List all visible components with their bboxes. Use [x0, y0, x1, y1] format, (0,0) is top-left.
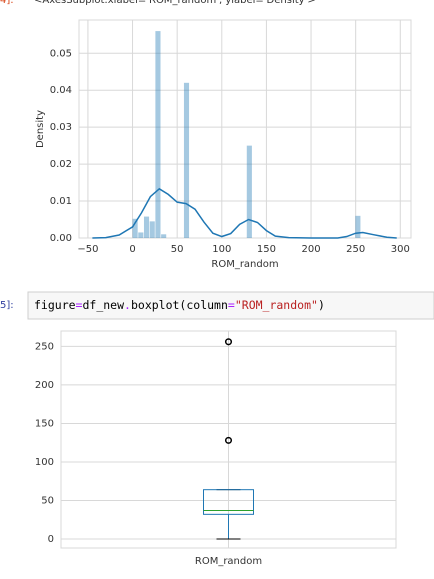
code-token: ) — [318, 298, 325, 312]
bar — [138, 232, 144, 238]
code-token: "ROM_random" — [235, 298, 318, 312]
y-tick-label: 0.03 — [50, 122, 72, 133]
output-text: <AxesSubplot:xlabel='ROM_random', ylabel… — [34, 0, 316, 6]
code-token: . — [124, 298, 131, 312]
y-tick-label: 200 — [35, 380, 54, 391]
code-token: = — [228, 298, 235, 312]
y-tick-label: 50 — [41, 495, 54, 506]
code-token: df_new — [82, 298, 124, 312]
x-tick-label: 150 — [257, 244, 276, 255]
x-axis-label: ROM_random — [211, 259, 278, 270]
bar — [161, 234, 167, 238]
bar — [149, 221, 155, 238]
y-tick-label: 0 — [48, 534, 54, 545]
y-tick-label: 0.05 — [50, 48, 72, 59]
bar — [355, 215, 361, 238]
x-tick-label: 250 — [346, 244, 365, 255]
bar — [132, 218, 138, 238]
y-tick-label: 0.04 — [50, 85, 72, 96]
bar — [183, 82, 190, 238]
code-token: boxplot(column — [131, 298, 228, 312]
y-tick-label: 150 — [35, 418, 54, 429]
code-prompt: 5]: — [0, 300, 14, 311]
bar — [155, 31, 161, 238]
code-cell[interactable] — [27, 291, 434, 320]
code: figure=df_new.boxplot(column="ROM_random… — [34, 298, 325, 312]
kde-line — [92, 187, 397, 239]
flier — [224, 436, 233, 444]
flier — [224, 338, 233, 346]
plot-area — [79, 20, 411, 238]
code-token: = — [76, 298, 83, 312]
output-prompt: 4]: — [0, 0, 14, 6]
y-axis-label: Density — [35, 110, 46, 148]
x-tick-label: −50 — [77, 244, 98, 255]
y-tick-label: 0.02 — [50, 159, 72, 170]
x-tick-label: 100 — [212, 244, 231, 255]
x-tick-label: 200 — [301, 244, 320, 255]
plot-frame — [60, 330, 397, 549]
y-tick-label: 0.01 — [50, 196, 72, 207]
y-tick-label: 100 — [35, 457, 54, 468]
y-tick-label: 0.00 — [50, 233, 72, 244]
bar — [246, 145, 252, 238]
x-tick-label: 50 — [171, 244, 184, 255]
x-tick-label: 300 — [391, 244, 410, 255]
plot-frame — [78, 19, 412, 239]
y-tick-label: 250 — [35, 341, 54, 352]
bar — [143, 216, 150, 238]
box — [203, 489, 254, 515]
code-token: figure — [34, 298, 76, 312]
x-tick-label: 0 — [129, 244, 135, 255]
x-tick-label: ROM_random — [195, 556, 262, 567]
